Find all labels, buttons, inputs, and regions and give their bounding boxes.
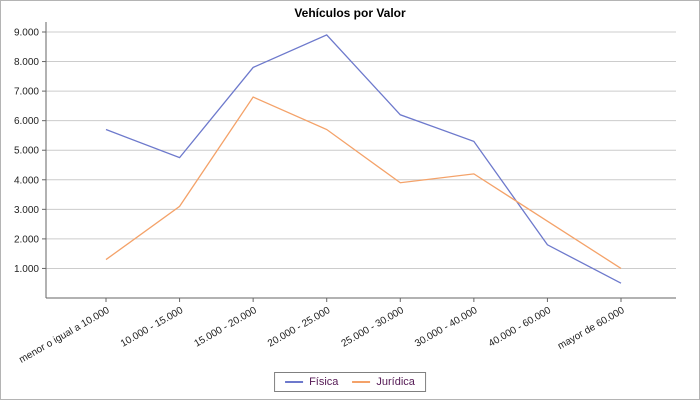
juridica-line-swatch bbox=[352, 381, 371, 383]
fisica-line-swatch bbox=[285, 381, 304, 383]
series-line-física bbox=[105, 34, 622, 284]
y-tick-label: 1.000 bbox=[14, 264, 39, 275]
gridlines bbox=[46, 31, 676, 269]
y-tick-label: 8.000 bbox=[14, 57, 39, 68]
x-axis-labels: menor o igual a 10.000 10.000 - 15.000 15.… bbox=[17, 298, 627, 366]
x-category-label: 20.000 - 25.000 bbox=[266, 305, 333, 350]
y-tick-label: 9.000 bbox=[14, 28, 39, 39]
x-category-label: 40.000 - 60.000 bbox=[487, 305, 554, 350]
x-category-label: 30.000 - 40.000 bbox=[413, 305, 480, 350]
y-tick-label: 2.000 bbox=[14, 234, 39, 245]
y-tick-label: 7.000 bbox=[14, 87, 39, 98]
plot-area: 1.000 2.000 3.000 4.000 5.000 6.000 7.000 8.000… bbox=[14, 22, 676, 366]
x-category-label: 10.000 - 15.000 bbox=[119, 305, 186, 350]
chart-legend: Física Jurídica bbox=[274, 372, 426, 392]
legend-item-juridica: Jurídica bbox=[352, 376, 415, 388]
chart-title: Vehículos por Valor bbox=[294, 6, 406, 20]
legend-label-fisica: Física bbox=[309, 376, 339, 388]
axes bbox=[45, 22, 676, 299]
y-axis-labels: 1.000 2.000 3.000 4.000 5.000 6.000 7.000 8.000… bbox=[14, 28, 46, 275]
y-tick-label: 5.000 bbox=[14, 146, 39, 157]
legend-label-juridica: Jurídica bbox=[376, 376, 415, 388]
series-line-jurídica bbox=[105, 96, 622, 269]
x-category-label: menor o igual a 10.000 bbox=[17, 305, 111, 366]
y-tick-label: 6.000 bbox=[14, 116, 39, 127]
legend-item-fisica: Física bbox=[285, 376, 338, 388]
x-category-label: 15.000 - 20.000 bbox=[192, 305, 259, 350]
x-category-label: mayor de 60.000 bbox=[556, 305, 627, 352]
y-tick-label: 4.000 bbox=[14, 175, 39, 186]
y-tick-label: 3.000 bbox=[14, 205, 39, 216]
x-category-label: 25.000 - 30.000 bbox=[340, 305, 407, 350]
